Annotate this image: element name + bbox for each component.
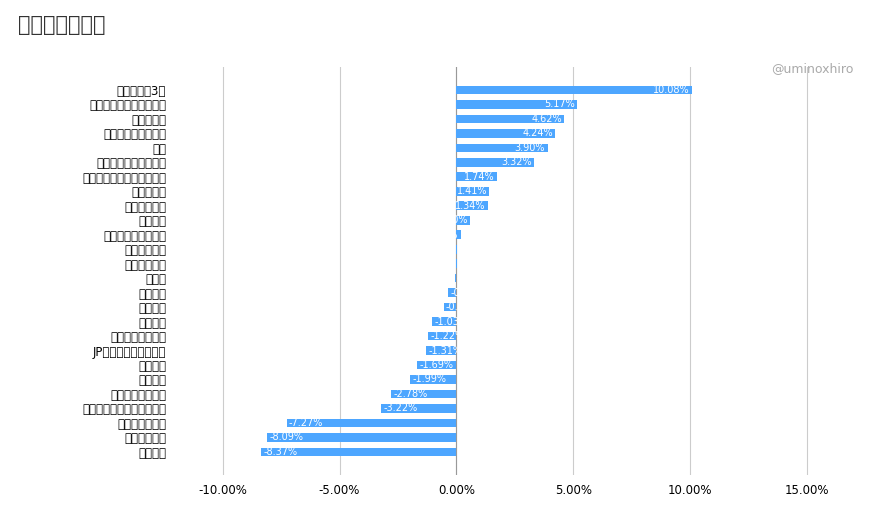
Text: 4.62%: 4.62% (532, 114, 562, 124)
Text: -1.99%: -1.99% (412, 375, 446, 384)
Text: -0.35%: -0.35% (451, 287, 485, 298)
Bar (381, 404, 457, 413)
Bar (426, 346, 457, 355)
Bar (432, 317, 457, 326)
Text: 3.32%: 3.32% (501, 157, 532, 167)
Bar (457, 129, 555, 138)
Bar (392, 390, 457, 398)
Text: 0.18%: 0.18% (428, 230, 458, 240)
Text: 4.24%: 4.24% (523, 128, 554, 138)
Bar (457, 230, 460, 239)
Text: -0.55%: -0.55% (446, 302, 480, 312)
Text: 5.17%: 5.17% (544, 100, 575, 109)
Text: 0.02%: 0.02% (424, 244, 454, 254)
Text: 保有銘柄騰落率: 保有銘柄騰落率 (18, 15, 105, 36)
Text: 1.34%: 1.34% (455, 201, 486, 211)
Bar (457, 115, 564, 123)
Text: -1.31%: -1.31% (428, 346, 462, 356)
Bar (457, 86, 692, 94)
Bar (457, 143, 547, 152)
Text: -7.27%: -7.27% (289, 418, 323, 428)
Bar (454, 274, 457, 282)
Bar (457, 201, 488, 210)
Bar (417, 361, 457, 369)
Bar (287, 418, 457, 427)
Bar (457, 158, 534, 167)
Bar (410, 375, 457, 384)
Text: -1.03%: -1.03% (435, 316, 469, 327)
Bar (457, 172, 497, 181)
Bar (457, 100, 577, 109)
Text: -3.22%: -3.22% (384, 404, 418, 413)
Text: -1.69%: -1.69% (419, 360, 453, 370)
Text: 0.60%: 0.60% (437, 215, 468, 225)
Bar (428, 332, 457, 341)
Text: 3.90%: 3.90% (515, 143, 546, 153)
Bar (260, 447, 457, 456)
Bar (444, 303, 457, 312)
Text: 0.02%: 0.02% (424, 259, 454, 269)
Text: -8.37%: -8.37% (263, 447, 297, 457)
Bar (457, 216, 471, 224)
Text: -8.09%: -8.09% (269, 432, 304, 442)
Bar (268, 433, 457, 442)
Text: -0.08%: -0.08% (457, 273, 491, 283)
Bar (457, 187, 489, 196)
Bar (448, 288, 457, 297)
Text: -1.22%: -1.22% (430, 331, 465, 341)
Text: 1.74%: 1.74% (464, 172, 495, 182)
Text: 10.08%: 10.08% (653, 85, 690, 95)
Text: 1.41%: 1.41% (457, 186, 487, 196)
Text: @uminoxhiro: @uminoxhiro (771, 62, 854, 75)
Text: -2.78%: -2.78% (393, 389, 428, 399)
